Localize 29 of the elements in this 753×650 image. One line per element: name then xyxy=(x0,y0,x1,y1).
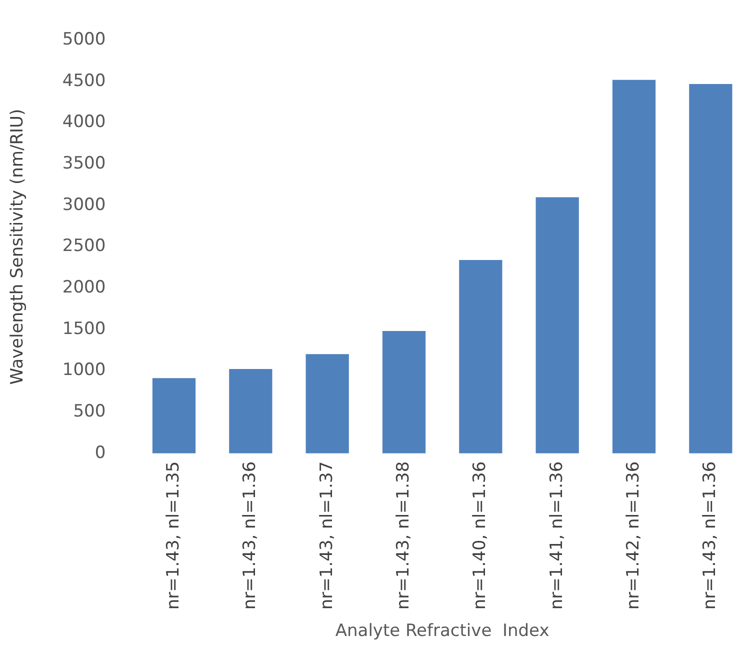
x-tick-label: nr=1.41, nl=1.36 xyxy=(546,461,567,610)
y-tick-label: 0 xyxy=(94,442,106,463)
x-tick-label: nr=1.43, nl=1.36 xyxy=(240,461,260,610)
y-tick-label: 4500 xyxy=(62,70,106,91)
y-tick-label: 5000 xyxy=(62,30,106,50)
y-tick-label: 4000 xyxy=(62,112,106,132)
x-tick-label: nr=1.43, nl=1.36 xyxy=(700,461,720,610)
y-tick-label: 2000 xyxy=(62,278,106,298)
x-tick-label: nr=1.43, nl=1.35 xyxy=(163,461,184,610)
bar xyxy=(152,378,196,454)
bar xyxy=(459,260,502,454)
bar xyxy=(612,80,656,454)
bar xyxy=(689,84,732,454)
y-tick-label: 3000 xyxy=(62,194,106,215)
x-tick-label: nr=1.43, nl=1.37 xyxy=(316,461,337,610)
x-axis-title: Analyte Refractive Index xyxy=(335,621,550,642)
bar xyxy=(229,369,272,454)
y-tick-label: 2500 xyxy=(62,236,106,256)
y-tick-label: 500 xyxy=(73,401,106,422)
y-tick-label: 1500 xyxy=(62,318,106,339)
bar xyxy=(382,331,426,454)
y-tick-label: 3500 xyxy=(62,154,106,174)
x-tick-label: nr=1.43, nl=1.38 xyxy=(393,461,414,610)
x-tick-label: nr=1.42, nl=1.36 xyxy=(623,461,644,610)
bar xyxy=(536,197,579,454)
x-tick-label: nr=1.40, nl=1.36 xyxy=(470,461,490,610)
bar xyxy=(306,354,349,454)
y-tick-label: 1000 xyxy=(62,360,106,380)
y-axis-title: Wavelength Sensitivity (nm/RIU) xyxy=(8,108,28,385)
